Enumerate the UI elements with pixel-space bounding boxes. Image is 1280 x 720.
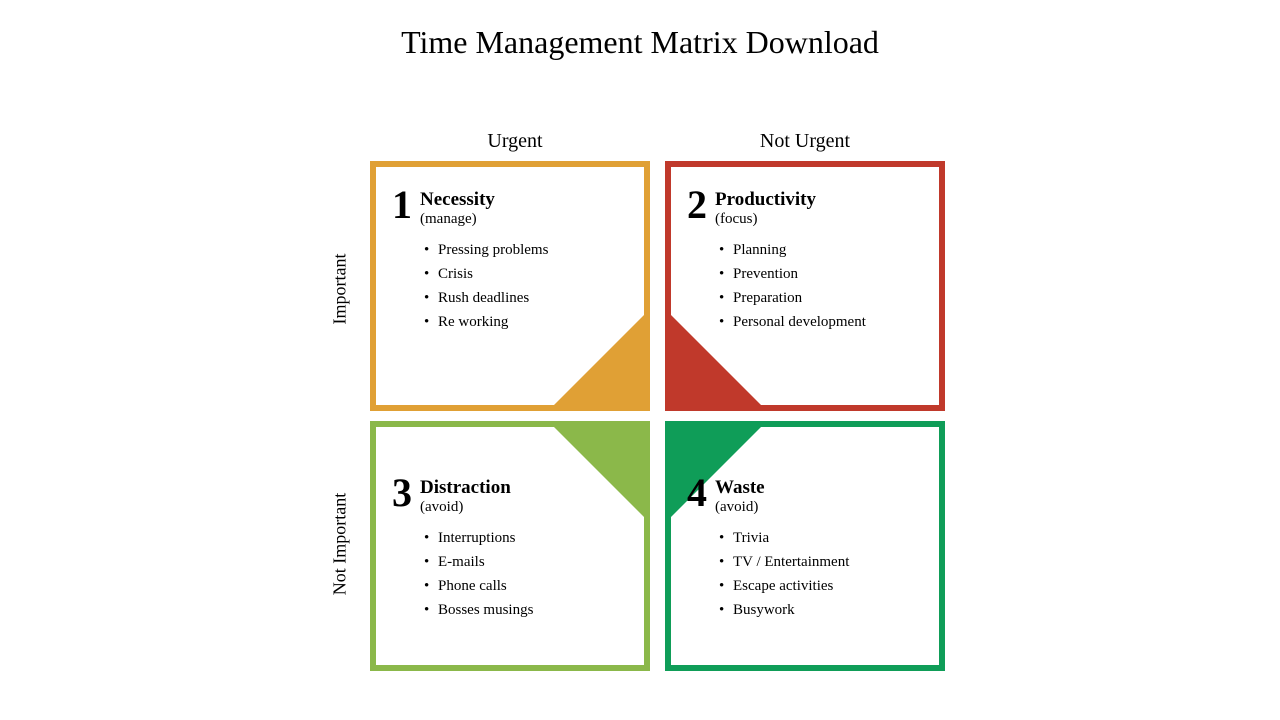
list-item: Phone calls xyxy=(424,574,628,598)
quadrant-2-subtitle: (focus) xyxy=(715,211,923,228)
list-item: Re working xyxy=(424,310,628,334)
list-item: TV / Entertainment xyxy=(719,550,923,574)
column-headers: Urgent Not Urgent xyxy=(370,130,950,161)
matrix-container: Urgent Not Urgent Important Not Importan… xyxy=(330,130,950,671)
list-item: Bosses musings xyxy=(424,598,628,622)
quadrant-1-list: Pressing problemsCrisisRush deadlinesRe … xyxy=(420,238,628,334)
quadrant-3-subtitle: (avoid) xyxy=(420,499,628,516)
col-header-not-urgent: Not Urgent xyxy=(660,130,950,161)
quadrant-4-number: 4 xyxy=(687,473,707,622)
quadrant-4-subtitle: (avoid) xyxy=(715,499,923,516)
list-item: Planning xyxy=(719,238,923,262)
grid-area: Important Not Important 1 Necessity(manag… xyxy=(330,161,950,671)
list-item: Pressing problems xyxy=(424,238,628,262)
quadrant-2-list: PlanningPreventionPreparationPersonal de… xyxy=(715,238,923,334)
quadrant-3: 3 Distraction(avoid) InterruptionsE-mailsP… xyxy=(370,421,650,671)
quadrant-3-list: InterruptionsE-mailsPhone callsBosses mu… xyxy=(420,526,628,622)
list-item: Escape activities xyxy=(719,574,923,598)
list-item: Crisis xyxy=(424,262,628,286)
row-header-not-important: Not Important xyxy=(330,416,370,671)
quadrant-3-number: 3 xyxy=(392,473,412,622)
quadrant-2-title: Productivity xyxy=(715,189,923,211)
list-item: Preparation xyxy=(719,286,923,310)
quadrant-4-list: TriviaTV / EntertainmentEscape activitie… xyxy=(715,526,923,622)
row-header-important: Important xyxy=(330,161,370,416)
quadrant-4: 4 Waste(avoid) TriviaTV / EntertainmentEsc… xyxy=(665,421,945,671)
row-headers: Important Not Important xyxy=(330,161,370,671)
list-item: E-mails xyxy=(424,550,628,574)
quadrant-1-title: Necessity xyxy=(420,189,628,211)
quadrant-1-subtitle: (manage) xyxy=(420,211,628,228)
list-item: Busywork xyxy=(719,598,923,622)
quadrant-2: 2 Productivity(focus) PlanningPreventionPr… xyxy=(665,161,945,411)
list-item: Interruptions xyxy=(424,526,628,550)
quadrant-3-title: Distraction xyxy=(420,477,628,499)
page-title: Time Management Matrix Download xyxy=(0,0,1280,61)
list-item: Rush deadlines xyxy=(424,286,628,310)
quadrant-4-title: Waste xyxy=(715,477,923,499)
quadrant-2-number: 2 xyxy=(687,185,707,334)
quadrant-1: 1 Necessity(manage) Pressing problemsCrisi… xyxy=(370,161,650,411)
list-item: Personal development xyxy=(719,310,923,334)
quadrant-1-number: 1 xyxy=(392,185,412,334)
col-header-urgent: Urgent xyxy=(370,130,660,161)
list-item: Trivia xyxy=(719,526,923,550)
list-item: Prevention xyxy=(719,262,923,286)
quadrant-grid: 1 Necessity(manage) Pressing problemsCrisi… xyxy=(370,161,950,671)
